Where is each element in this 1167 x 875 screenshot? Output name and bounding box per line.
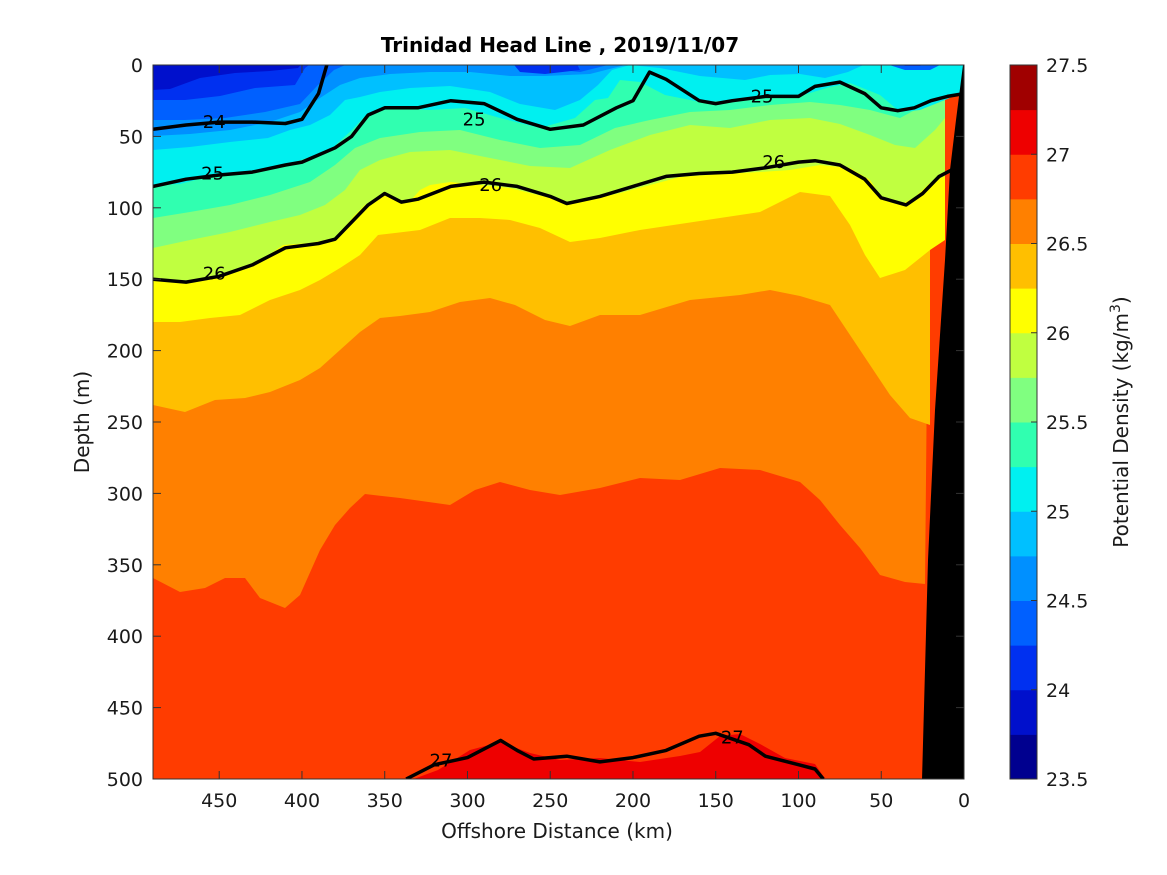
y-tick-label: 450 [107,698,143,720]
isopycnal-line-27 [405,731,825,779]
colorbar-tick-label: 26.5 [1046,234,1088,256]
colorbar-band [1010,243,1037,289]
x-tick-label: 100 [780,790,816,812]
y-tick-label: 0 [131,55,143,77]
colorbar-band [1010,109,1037,155]
y-tick-label: 500 [107,769,143,791]
isopycnal-line-26 [153,158,957,284]
colorbar-tick-label: 24.5 [1046,591,1088,613]
colorbar: 23.5 24 24.5 25 25.5 26 26.5 27 27.5 Potential D… [1009,55,1133,791]
colorbar-tick-label: 24 [1046,680,1070,702]
x-tick-label: 350 [367,790,403,812]
y-tick-label: 300 [107,483,143,505]
isopycnal-line-25 [153,70,964,189]
colorbar-band [1010,377,1037,423]
y-tick-label: 50 [119,126,143,148]
colorbar-tick-label: 23.5 [1046,769,1088,791]
x-tick-label: 50 [869,790,893,812]
colorbar-band [1010,466,1037,512]
contour-label-6: 26 [203,263,226,284]
colorbar-tick-label: 25.5 [1046,412,1088,434]
contour-label-4: 26 [479,175,502,196]
band-24.75-25 [153,65,900,150]
contour-label-1: 25 [463,109,486,130]
y-tick-label: 350 [107,555,143,577]
x-tick-label: 200 [615,790,651,812]
y-tick-label: 400 [107,626,143,648]
colorbar-band [1010,689,1037,735]
colorbar-tick-label: 27 [1046,144,1070,166]
contour-label-3: 25 [201,164,224,185]
colorbar-band [1010,288,1037,334]
colorbar-label: Potential Density (kg/m3) [1108,296,1133,547]
x-tick-label: 450 [201,790,237,812]
contour-label-8: 27 [721,728,744,749]
colorbar-band [1010,332,1037,378]
bathymetry-land [922,65,964,779]
colorbar-band [1010,645,1037,691]
y-tick-label: 200 [107,341,143,363]
colorbar-tick-label: 27.5 [1046,55,1088,77]
contour-label-7: 27 [430,750,453,771]
colorbar-band [1010,734,1037,780]
colorbar-band [1010,422,1037,468]
x-tick-label: 0 [958,790,970,812]
contour-label-5: 26 [762,152,785,173]
colorbar-band [1010,198,1037,244]
plot-area: 24 25 25 25 26 26 26 27 27 [152,64,965,780]
y-tick-label: 250 [107,412,143,434]
isopycnal-line-24 [153,65,329,132]
y-tick-label: 100 [107,198,143,220]
colorbar-band [1010,600,1037,646]
band-27-27.25 [413,734,826,779]
y-tick-label: 150 [107,269,143,291]
colorbar-band [1010,154,1037,200]
x-axis: 450 400 350 300 250 200 150 100 50 0 [201,65,970,812]
isopycnal-lines [153,65,964,779]
x-tick-label: 400 [284,790,320,812]
colorbar-tick-label: 25 [1046,501,1070,523]
colorbar-ticks: 23.5 24 24.5 25 25.5 26 26.5 27 27.5 [1031,55,1088,791]
x-axis-label: Offshore Distance (km) [441,819,673,843]
contour-label-2: 25 [751,86,774,107]
colorbar-band [1010,65,1037,111]
colorbar-band [1010,555,1037,601]
chart-title: Trinidad Head Line , 2019/11/07 [381,33,739,57]
contour-label-0: 24 [203,112,226,133]
x-tick-label: 300 [449,790,485,812]
contour-labels: 24 25 25 25 26 26 26 27 27 [201,86,785,771]
colorbar-tick-label: 26 [1046,323,1070,345]
y-axis: 0 50 100 150 200 250 300 350 400 450 500 [107,55,964,791]
x-tick-label: 150 [698,790,734,812]
band-23.75-24 [153,65,301,90]
colorbar-band [1010,511,1037,557]
colorbar-bands [1010,65,1037,780]
x-tick-label: 250 [532,790,568,812]
y-axis-label: Depth (m) [70,371,94,473]
